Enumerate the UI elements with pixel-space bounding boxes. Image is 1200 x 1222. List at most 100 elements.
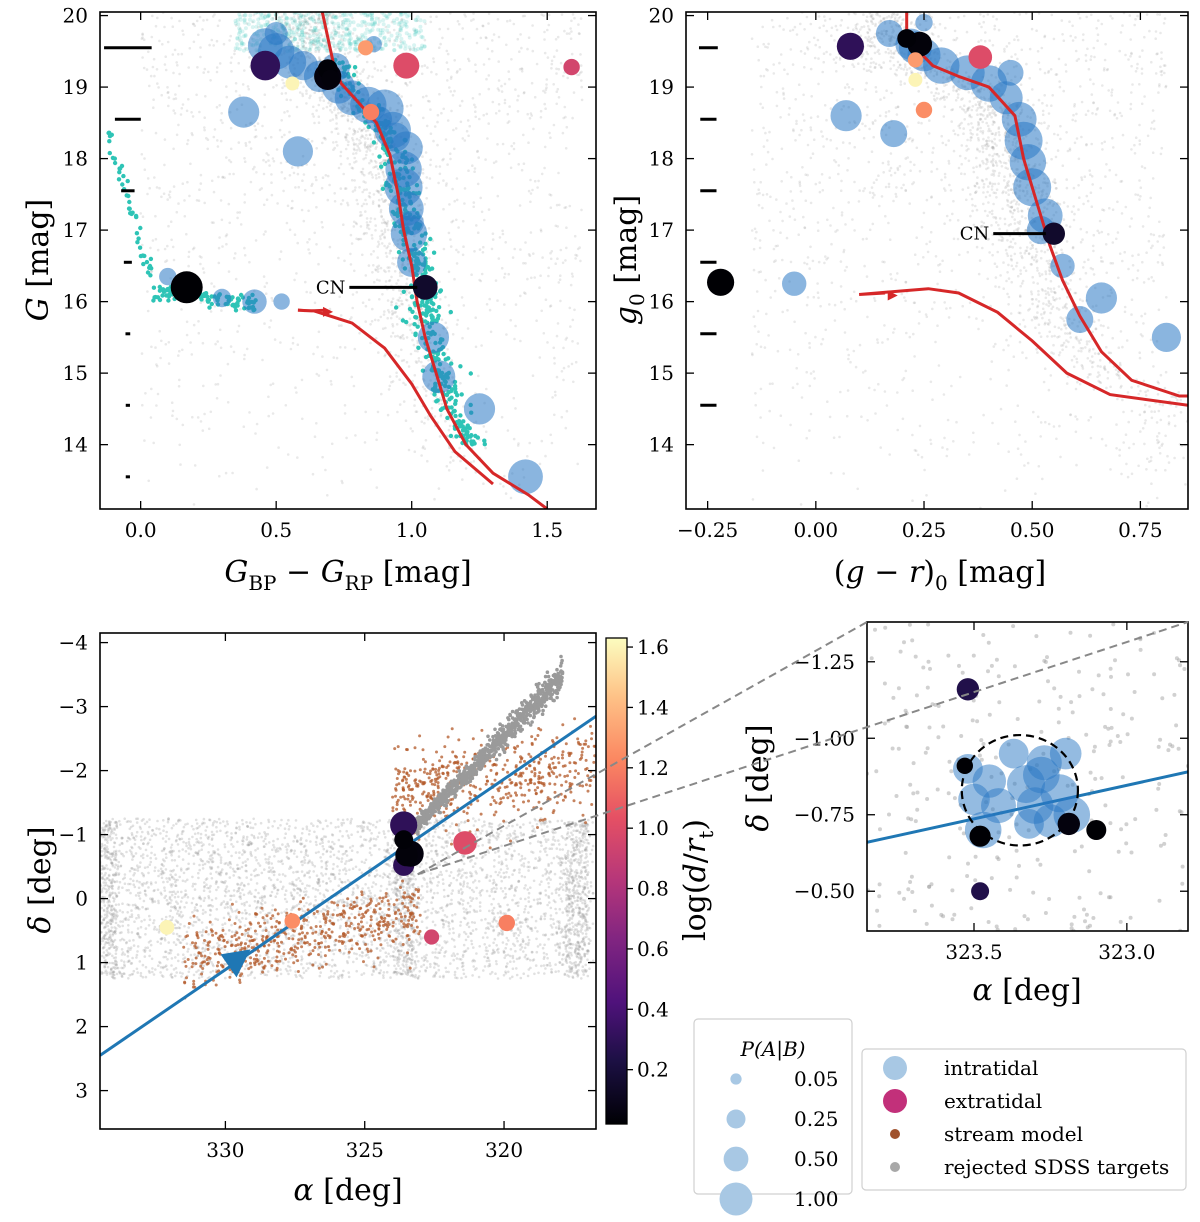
field-star (882, 61, 885, 64)
field-star (532, 127, 535, 131)
field-star (1116, 397, 1119, 401)
field-star (383, 199, 387, 202)
field-star (1098, 219, 1102, 223)
field-star (303, 20, 307, 24)
field-star (523, 91, 526, 94)
field-star (331, 118, 335, 121)
field-star (167, 193, 171, 197)
field-star (1062, 218, 1066, 221)
field-star (171, 25, 175, 29)
field-star (308, 38, 312, 42)
gaia-candidate (400, 318, 406, 323)
gaia-candidate (472, 441, 477, 446)
field-star (178, 378, 181, 382)
field-star (459, 459, 462, 463)
field-star (1081, 367, 1085, 370)
gaia-faint-candidate (241, 42, 246, 46)
field-star (369, 159, 373, 162)
field-star (381, 170, 385, 174)
field-star (398, 272, 402, 275)
field-star (549, 251, 552, 255)
field-star (353, 131, 357, 135)
field-star (377, 264, 381, 268)
field-star (377, 204, 381, 208)
field-star (277, 19, 281, 23)
gaia-faint-candidate (347, 37, 352, 42)
field-star (562, 74, 565, 78)
field-star (444, 321, 448, 325)
field-star (450, 109, 453, 113)
field-star (366, 145, 369, 149)
field-star (269, 319, 273, 322)
gaia-faint-candidate (394, 35, 399, 40)
field-star (391, 325, 395, 328)
field-star (373, 318, 377, 322)
gaia-faint-candidate (291, 30, 296, 35)
field-star (150, 35, 154, 39)
field-star (482, 482, 485, 486)
field-star (1089, 173, 1092, 176)
field-star (171, 414, 174, 418)
field-star (350, 316, 353, 319)
field-star (185, 333, 189, 337)
field-star (351, 117, 355, 121)
gaia-candidate (415, 324, 420, 329)
field-star (1002, 190, 1005, 193)
gaia-faint-candidate (276, 8, 280, 12)
field-star (364, 210, 367, 213)
field-star (151, 14, 154, 18)
field-star (355, 160, 358, 163)
field-star (466, 327, 470, 330)
field-star (286, 110, 289, 113)
field-star (272, 159, 276, 163)
field-star (435, 73, 438, 76)
gaia-candidate (413, 331, 418, 336)
field-star (195, 93, 198, 97)
field-star (320, 186, 324, 190)
gaia-faint-candidate (342, 37, 347, 42)
field-star (180, 107, 184, 110)
field-star (979, 130, 982, 133)
field-star (293, 233, 297, 236)
gaia-candidate (412, 322, 417, 327)
field-star (922, 255, 925, 259)
gaia-faint-candidate (332, 44, 337, 48)
field-star (195, 199, 199, 202)
field-star (369, 170, 372, 174)
field-star (501, 232, 505, 236)
field-star (255, 422, 259, 426)
field-star (544, 88, 548, 91)
field-star (148, 186, 151, 190)
field-star (913, 355, 916, 358)
field-star (424, 389, 428, 393)
field-star (545, 86, 548, 89)
field-star (531, 24, 534, 27)
field-star (474, 345, 478, 349)
gaia-faint-candidate (237, 12, 242, 17)
gaia-candidate (434, 308, 439, 314)
field-star (1134, 18, 1137, 21)
gaia-faint-candidate (333, 33, 338, 38)
field-star (314, 21, 317, 25)
field-star (977, 123, 980, 127)
field-star (1056, 133, 1060, 137)
field-star (449, 238, 452, 241)
gaia-faint-candidate (329, 36, 334, 41)
field-star (802, 215, 805, 219)
field-star (500, 84, 503, 88)
field-star (342, 172, 346, 176)
field-star (291, 336, 295, 340)
field-star (531, 49, 535, 53)
field-star (934, 254, 938, 258)
field-star (371, 307, 374, 311)
field-star (243, 157, 246, 160)
field-star (313, 121, 316, 125)
field-star (1084, 346, 1087, 349)
field-star (289, 347, 293, 351)
field-star (317, 16, 321, 19)
field-star (470, 273, 473, 277)
field-star (172, 109, 175, 112)
field-star (408, 323, 411, 326)
field-star (791, 63, 795, 66)
field-star (487, 74, 491, 77)
